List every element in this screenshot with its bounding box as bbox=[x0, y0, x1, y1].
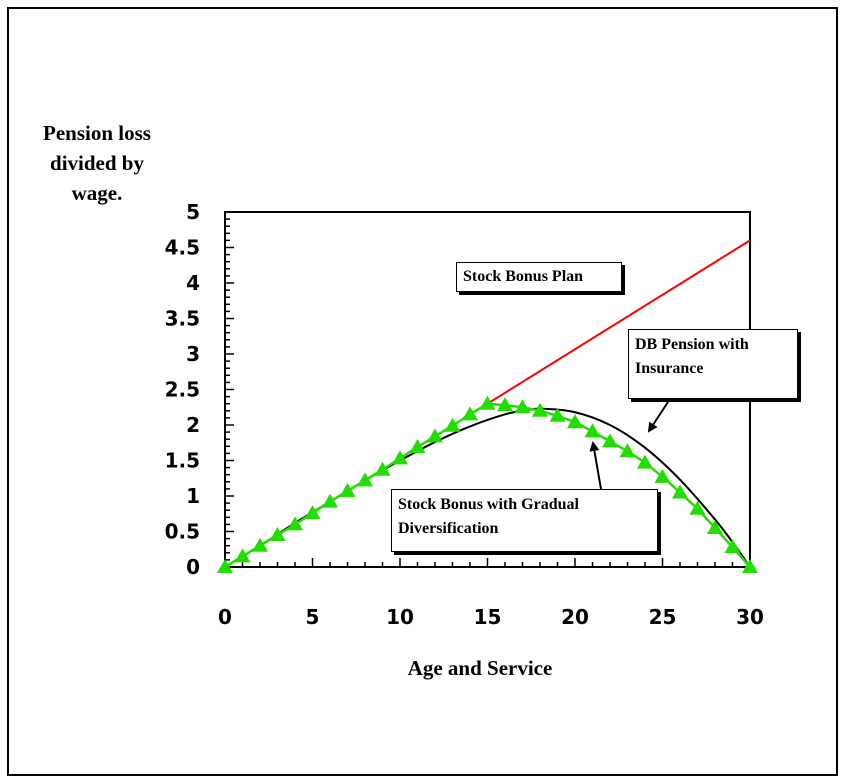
y-tick-label: 0.5 bbox=[165, 520, 200, 544]
y-tick-label: 4 bbox=[186, 271, 200, 295]
stock-bonus-with-gradual-diversification-point bbox=[707, 519, 723, 534]
stock-bonus-with-gradual-diversification-point bbox=[252, 537, 268, 552]
x-tick-label: 10 bbox=[386, 605, 414, 629]
stock-bonus-with-gradual-diversification-point bbox=[654, 468, 671, 483]
x-tick-label: 25 bbox=[649, 605, 677, 629]
stock-bonus-with-gradual-diversification-point bbox=[269, 527, 286, 542]
db-pension-callout-line-2: Insurance bbox=[635, 360, 704, 377]
y-tick-label: 4.5 bbox=[165, 236, 200, 260]
y-tick-label: 1 bbox=[186, 484, 200, 508]
y-axis-label: Pension loss divided by wage. bbox=[22, 118, 172, 208]
stock-bonus-plan-line bbox=[486, 239, 751, 405]
stock-bonus-with-gradual-diversification-point bbox=[287, 516, 303, 531]
stock-bonus-with-gradual-diversification-point bbox=[462, 406, 478, 421]
y-tick-label: 1.5 bbox=[165, 449, 200, 473]
stock-bonus-with-gradual-diversification-point bbox=[304, 505, 321, 520]
x-tick-label: 30 bbox=[736, 605, 764, 629]
stock-bonus-with-gradual-diversification-point bbox=[514, 399, 531, 414]
x-tick-label: 0 bbox=[218, 605, 232, 629]
x-tick-label: 5 bbox=[306, 605, 320, 629]
y-tick-label: 3.5 bbox=[165, 307, 200, 331]
stock-bonus-with-gradual-diversification-point bbox=[234, 548, 251, 563]
stock-bonus-with-gradual-diversification-point bbox=[742, 559, 758, 573]
stock-bonus-with-gradual-diversification-point bbox=[619, 443, 636, 458]
stock-bonus-with-gradual-diversification-point bbox=[532, 402, 548, 417]
y-tick-label: 5 bbox=[186, 200, 200, 224]
stock-bonus-with-gradual-diversification-point bbox=[567, 414, 583, 429]
stock-bonus-with-gradual-diversification-point bbox=[339, 483, 356, 498]
stock-bonus-with-gradual-diversification-point bbox=[374, 461, 391, 476]
stock-bonus-with-gradual-diversification-point bbox=[357, 472, 373, 487]
y-tick-label: 2.5 bbox=[165, 378, 200, 402]
stock-bonus-plan-callout-text: Stock Bonus Plan bbox=[463, 268, 584, 285]
x-tick-label: 20 bbox=[561, 605, 589, 629]
stock-bonus-with-gradual-diversification-point bbox=[602, 433, 618, 448]
axis-ticks: 0 5 10 15 20 25 30 0 0.5 1 1.5 2 2.5 3 3.5 4 4.5 5 bbox=[165, 200, 764, 629]
stock-bonus-with-gradual-diversification-point bbox=[392, 450, 408, 465]
x-tick-label: 15 bbox=[474, 605, 502, 629]
stock-bonus-with-gradual-diversification-point bbox=[584, 423, 601, 438]
stock-bonus-plan-callout: Stock Bonus Plan bbox=[456, 262, 622, 292]
stock-bonus-with-gradual-diversification-point bbox=[409, 439, 426, 454]
stock-bonus-with-gradual-diversification-point bbox=[479, 395, 496, 410]
stock-bonus-with-gradual-diversification-point bbox=[497, 397, 513, 412]
stock-bonus-with-gradual-diversification-point bbox=[444, 417, 461, 432]
stock-bonus-with-gradual-diversification-point bbox=[427, 428, 443, 443]
x-axis-label: Age and Service bbox=[407, 656, 553, 680]
y-axis-label-line-3: wage. bbox=[71, 181, 123, 205]
stock-bonus-with-gradual-diversification-point bbox=[724, 539, 741, 554]
stock-bonus-with-gradual-diversification-point bbox=[217, 559, 233, 573]
db-pension-callout: DB Pension with Insurance bbox=[628, 329, 798, 399]
y-tick-label: 3 bbox=[186, 342, 200, 366]
gradual-callout-line-2: Diversification bbox=[398, 520, 499, 537]
db-pension-arrow bbox=[647, 401, 669, 433]
gradual-diversification-callout: Stock Bonus with Gradual Diversification bbox=[391, 489, 658, 552]
y-axis-label-line-1: Pension loss bbox=[43, 121, 151, 145]
y-tick-label: 0 bbox=[186, 555, 200, 579]
stock-bonus-with-gradual-diversification-point bbox=[672, 484, 688, 499]
stock-bonus-with-gradual-diversification-point bbox=[689, 500, 706, 515]
stock-bonus-with-gradual-diversification-point bbox=[322, 493, 338, 508]
db-pension-callout-line-1: DB Pension with bbox=[635, 336, 749, 353]
stock-bonus-with-gradual-diversification-point bbox=[549, 407, 566, 422]
gradual-arrow bbox=[589, 441, 602, 490]
y-tick-label: 2 bbox=[186, 413, 200, 437]
y-axis-label-line-2: divided by bbox=[50, 151, 144, 175]
gradual-callout-line-1: Stock Bonus with Gradual bbox=[398, 496, 579, 513]
series-layer bbox=[217, 239, 758, 573]
stock-bonus-with-gradual-diversification-point bbox=[637, 454, 653, 469]
